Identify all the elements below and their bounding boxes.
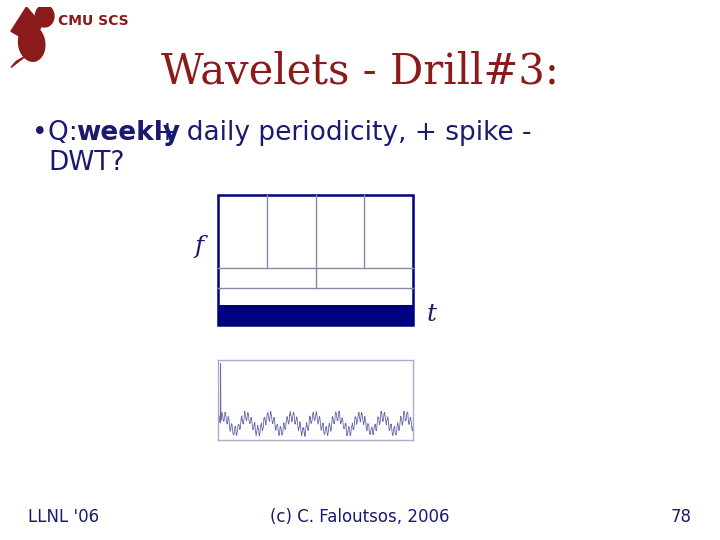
Text: Wavelets - Drill#3:: Wavelets - Drill#3: (161, 50, 559, 92)
Text: DWT?: DWT? (48, 150, 125, 176)
Text: + daily periodicity, + spike -: + daily periodicity, + spike - (148, 120, 531, 146)
Text: •: • (32, 120, 48, 146)
Text: 78: 78 (671, 508, 692, 526)
Polygon shape (11, 56, 27, 68)
Text: CMU SCS: CMU SCS (58, 14, 129, 28)
Text: (c) C. Faloutsos, 2006: (c) C. Faloutsos, 2006 (270, 508, 450, 526)
Circle shape (35, 5, 54, 27)
Text: LLNL '06: LLNL '06 (28, 508, 99, 526)
Text: Q:: Q: (48, 120, 86, 146)
Ellipse shape (19, 25, 45, 61)
Polygon shape (11, 7, 42, 43)
Bar (218, 195, 413, 325)
Text: f: f (194, 235, 204, 259)
Text: t: t (427, 303, 437, 326)
Bar (218, 195, 413, 325)
Text: weekly: weekly (76, 120, 180, 146)
Bar (218, 305, 413, 325)
